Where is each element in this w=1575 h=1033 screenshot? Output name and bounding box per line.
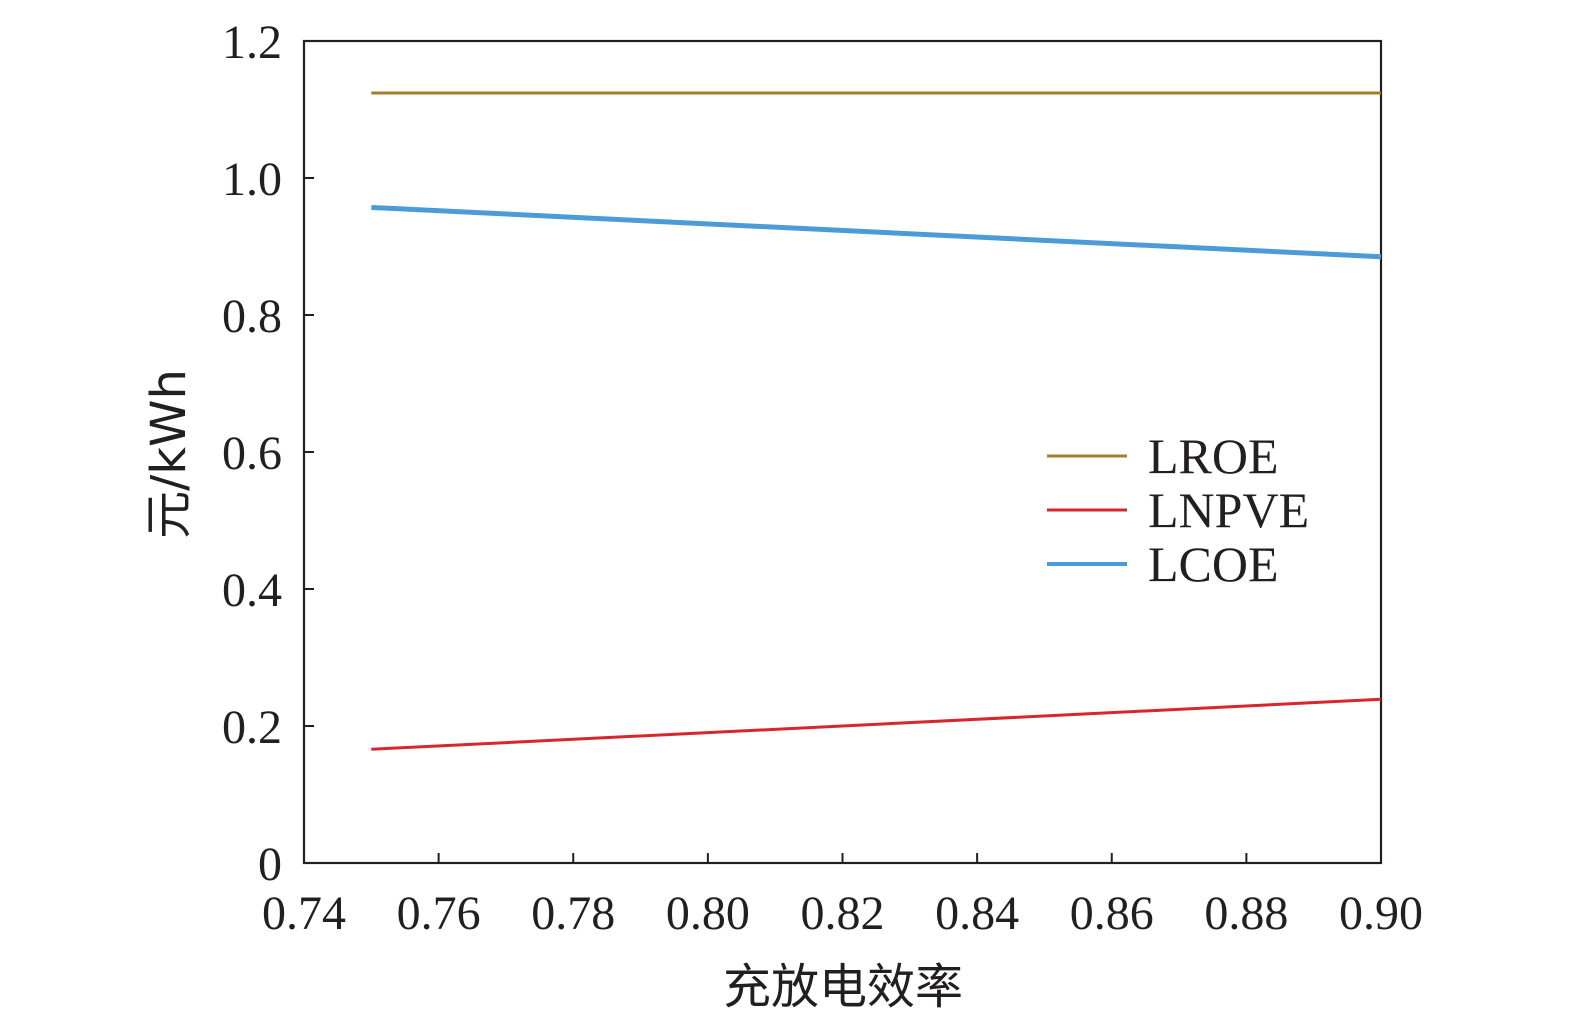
x-tick-label: 0.76 [397,887,481,940]
legend-label-lroe: LROE [1148,428,1279,484]
y-tick-label: 0.4 [222,564,282,617]
x-tick-label: 0.90 [1339,887,1423,940]
x-tick-label: 0.82 [801,887,885,940]
x-tick-label: 0.74 [262,887,346,940]
x-tick-label: 0.84 [935,887,1019,940]
x-tick-label: 0.78 [531,887,615,940]
legend-label-lcoe: LCOE [1148,536,1279,592]
y-tick-label: 0.6 [222,427,282,480]
y-axis-ticks: 0 0.2 0.4 0.6 0.8 1.0 1.2 [222,16,314,891]
y-tick-label: 1.2 [222,16,282,69]
x-axis-title: 充放电效率 [723,959,963,1015]
x-tick-label: 0.80 [666,887,750,940]
series-layer [371,91,1382,751]
y-tick-label: 0 [258,838,282,891]
series-line-lnpve [371,697,1382,751]
y-tick-label: 0.8 [222,290,282,343]
x-tick-label: 0.88 [1204,887,1288,940]
x-axis-ticks: 0.74 0.76 0.78 0.80 0.82 0.84 0.86 0.88 0.90 [262,853,1423,940]
legend-label-lnpve: LNPVE [1148,482,1309,538]
x-tick-label: 0.86 [1070,887,1154,940]
y-axis-title: 元/kWh [141,369,197,539]
series-line-lcoe [371,204,1382,260]
y-tick-label: 0.2 [222,701,282,754]
y-tick-label: 1.0 [222,153,282,206]
